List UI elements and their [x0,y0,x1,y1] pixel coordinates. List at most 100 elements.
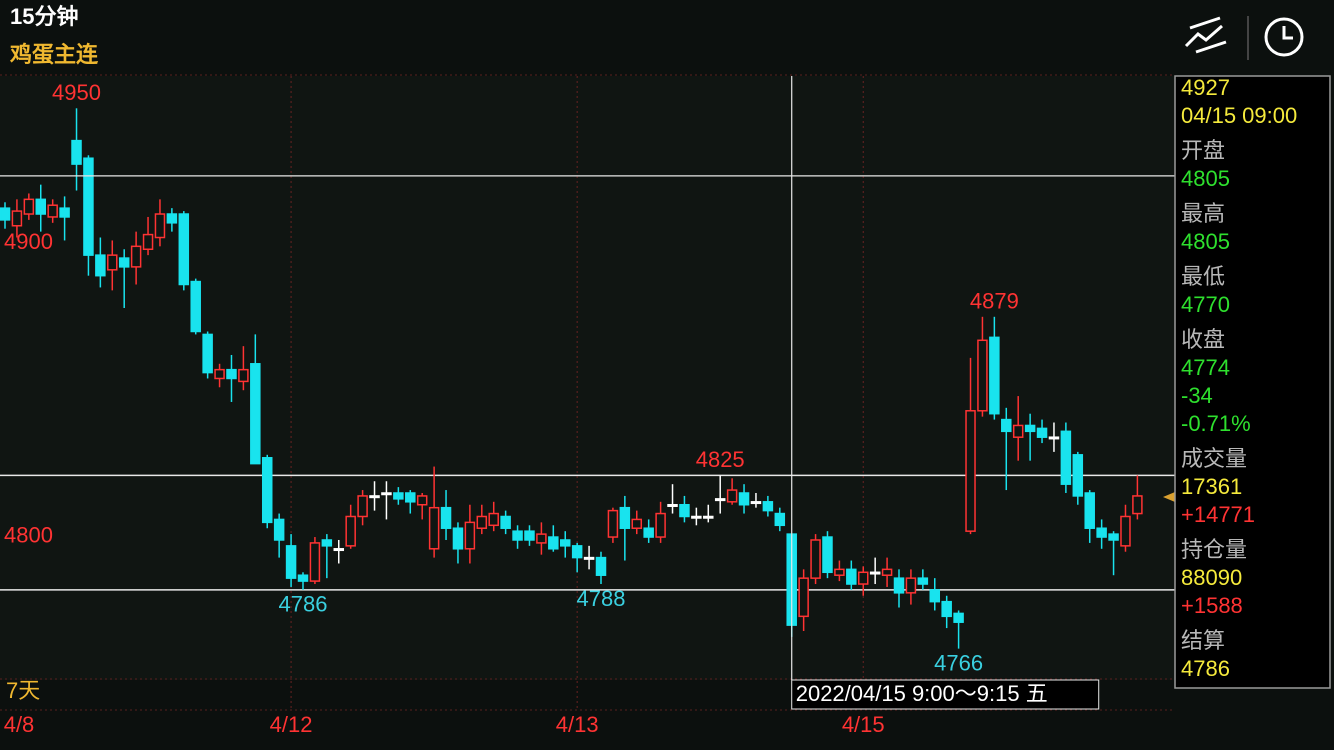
icon-stroke [1184,24,1223,48]
info-value: 4786 [1181,656,1230,681]
candle-body [548,536,559,550]
candle-body [655,512,666,538]
range-label: 7天 [6,678,40,703]
candle-body [405,492,416,503]
candle-body [679,503,690,518]
candle-body [59,207,70,218]
y-tick-label: 4900 [4,229,53,254]
candle-body [1060,430,1072,485]
y-tick-label: 4800 [4,523,53,548]
candle-body [202,333,213,374]
icon-stroke [1189,16,1221,30]
candle-body [226,368,237,380]
candle-body [774,512,786,527]
candle-body [989,336,1000,415]
extreme-label: 4825 [696,447,745,472]
candles: 4800 4900 4/8 4/12 4/13 4/15 4950 4786 4788 4825 4… [0,76,1175,737]
extreme-label: 4950 [52,80,101,105]
info-label: 结算 [1181,628,1225,653]
candle-body [154,213,166,239]
candle-body [1120,515,1131,547]
candle-body [607,509,619,538]
candle-body [321,539,333,547]
info-value: +14771 [1181,502,1255,527]
candle-body [333,548,345,552]
candle-body [261,457,273,524]
candle-body [583,556,595,560]
candle-body [142,233,154,251]
info-label: 收盘 [1181,327,1225,352]
extreme-label: 4788 [577,586,626,611]
info-value: -34 [1181,383,1213,408]
candle-body [941,600,952,618]
candle-body [118,257,130,268]
candle-body [571,545,583,559]
info-value: 17361 [1181,474,1242,499]
candle-body [703,515,714,519]
icon-stroke [1195,40,1227,54]
candle-body [977,339,988,412]
button-hit[interactable] [1180,10,1236,62]
candle-body [846,568,857,585]
info-label: 最低 [1181,264,1225,289]
info-fields: 4927 04/15 09:00 开盘 4805 最高 4805 最低 4770 收盘 4774 -… [1181,75,1297,681]
candle-body [0,207,11,221]
info-value: 4770 [1181,292,1230,317]
candle-body [1072,454,1084,497]
x-tick-label: 4/12 [270,712,313,737]
candle-body [667,503,678,507]
info-value: 4805 [1181,166,1230,191]
candle-body [107,254,118,271]
candle-body [47,204,58,218]
candle-body [714,498,726,502]
candle-body [452,527,464,550]
candle-body [1096,527,1107,538]
candle-body [822,536,833,574]
candle-body [1108,533,1119,541]
candle-body [488,512,499,527]
candle-body [762,501,774,512]
info-label: 成交量 [1181,446,1247,471]
header-title: 15分钟 [10,4,78,29]
candle-body [416,495,428,506]
info-label: 开盘 [1181,138,1225,163]
candle-body [691,515,702,519]
candle-body [893,577,905,594]
info-panel [1174,75,1331,689]
header-subtitle: 鸡蛋主连 [9,42,99,67]
info-value: 4774 [1181,355,1230,380]
candle-body [345,515,356,547]
candle-body [726,489,738,503]
candle-body [297,574,309,582]
candle-body [95,254,106,277]
candle-body [738,492,750,506]
candle-body [1084,492,1095,529]
candle-body [285,545,297,579]
candle-body [631,518,643,529]
candle-body [357,495,368,518]
candle-body [369,495,380,499]
candle-body [130,245,142,268]
candle-body [1024,424,1036,433]
info-time: 04/15 09:00 [1181,103,1297,128]
candle-body [1001,418,1012,433]
candle-body [178,213,190,286]
price-pointer [1163,492,1175,502]
info-price: 4927 [1181,75,1230,100]
time-button[interactable] [1264,17,1304,57]
candle-body [965,410,976,532]
info-value: -0.71% [1181,411,1251,436]
candle-body [11,210,23,227]
candle-body [238,368,249,383]
info-value: +1588 [1181,593,1243,618]
candle-body [512,530,523,541]
candle-body [595,556,607,576]
candle-body [71,139,82,165]
candle-body [83,157,94,256]
clock-icon[interactable] [1264,17,1304,57]
candle-body [35,198,47,215]
candle-body [619,506,631,529]
extreme-label: 4786 [279,592,328,617]
candle-body [214,368,225,380]
draw-tool-button[interactable] [1180,10,1236,62]
